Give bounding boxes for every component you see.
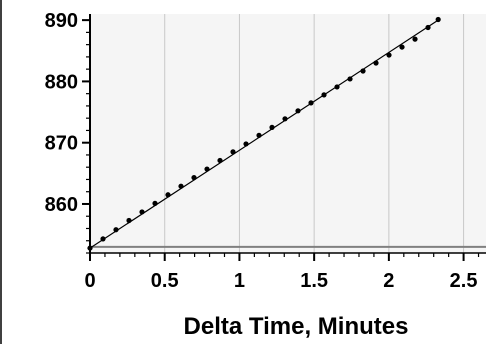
data-point bbox=[282, 116, 288, 122]
data-point bbox=[100, 236, 106, 242]
x-tick-label: 0 bbox=[84, 270, 95, 292]
data-point bbox=[230, 149, 236, 155]
x-tick-label: 2 bbox=[383, 270, 394, 292]
x-tick-label: 0.5 bbox=[151, 270, 179, 292]
y-tick-label: 880 bbox=[45, 71, 78, 93]
y-tick-label: 860 bbox=[45, 194, 78, 216]
y-tick-label: 870 bbox=[45, 133, 78, 155]
data-point bbox=[425, 24, 431, 31]
data-point bbox=[191, 175, 197, 181]
fit-line bbox=[89, 19, 439, 249]
data-point bbox=[295, 108, 301, 114]
data-point bbox=[243, 141, 249, 147]
data-point bbox=[178, 183, 184, 189]
y-ticks: 860 870 880 890 bbox=[45, 10, 90, 254]
data-point bbox=[269, 124, 275, 130]
data-point bbox=[139, 209, 145, 215]
data-point bbox=[321, 92, 327, 98]
data-point bbox=[165, 192, 171, 198]
data-points bbox=[87, 16, 441, 251]
axes bbox=[89, 14, 486, 254]
data-point bbox=[435, 16, 441, 23]
data-point bbox=[204, 166, 210, 172]
x-ticks: 0 0.5 1 1.5 2 2.5 bbox=[84, 253, 480, 292]
data-point bbox=[399, 44, 405, 50]
x-tick-label: 1.5 bbox=[300, 270, 328, 292]
data-point bbox=[308, 100, 314, 106]
data-point bbox=[334, 84, 340, 90]
data-point bbox=[373, 60, 379, 66]
data-point bbox=[412, 36, 418, 42]
data-point bbox=[256, 132, 262, 138]
data-point bbox=[386, 52, 392, 58]
x-axis-title: Delta Time, Minutes bbox=[184, 313, 409, 340]
data-point bbox=[347, 76, 353, 82]
data-point bbox=[126, 217, 132, 224]
data-point bbox=[360, 68, 366, 74]
data-point bbox=[113, 227, 119, 233]
data-point bbox=[217, 157, 223, 164]
data-point bbox=[152, 200, 158, 206]
plot-background bbox=[90, 14, 486, 253]
x-tick-label: 2.5 bbox=[450, 270, 478, 292]
y-tick-label: 890 bbox=[45, 10, 78, 32]
x-tick-label: 1 bbox=[234, 270, 245, 292]
